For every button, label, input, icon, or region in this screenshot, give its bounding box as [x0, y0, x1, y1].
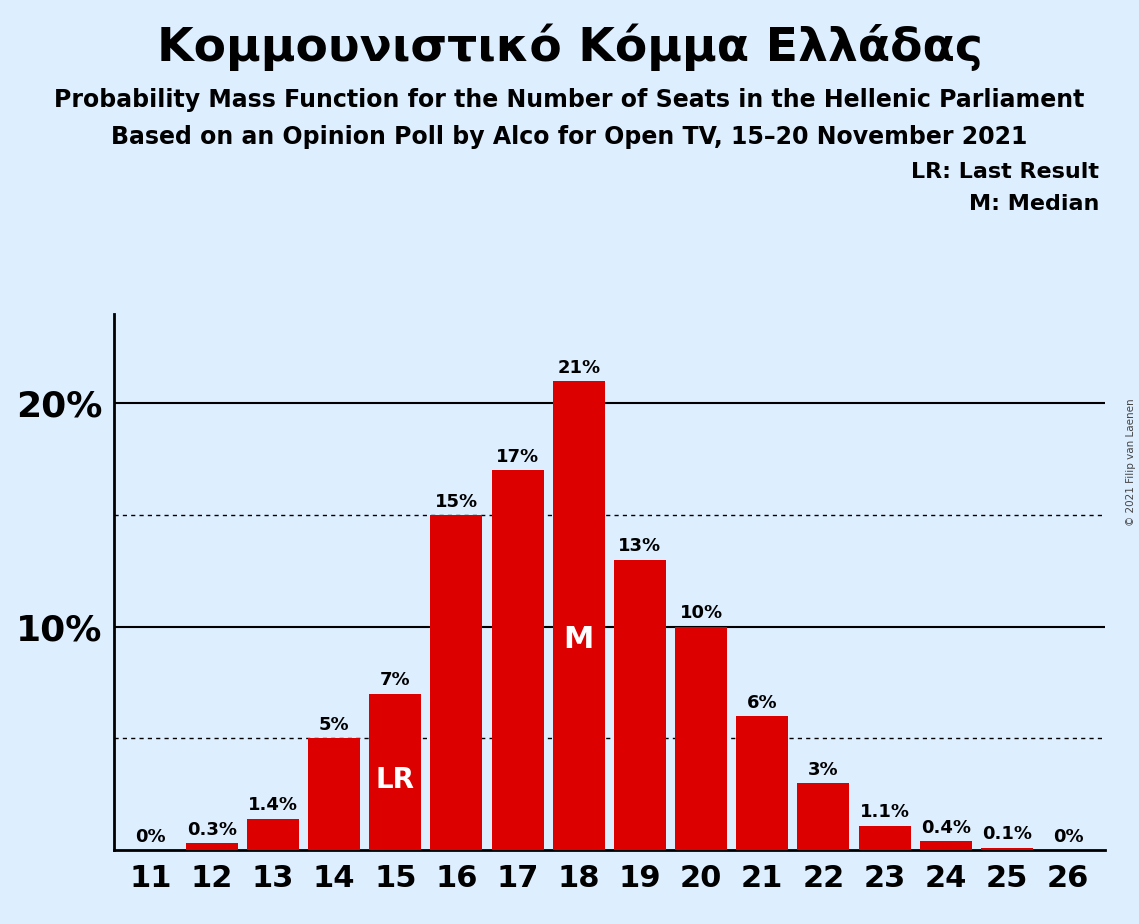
Text: 0.1%: 0.1% [982, 825, 1032, 844]
Bar [614, 560, 666, 850]
Bar [675, 626, 727, 850]
Bar [797, 784, 850, 850]
Text: 13%: 13% [618, 538, 662, 555]
Text: 6%: 6% [747, 694, 778, 711]
Bar [981, 848, 1033, 850]
Text: 15%: 15% [435, 492, 478, 511]
Bar [309, 738, 360, 850]
Text: 3%: 3% [809, 760, 838, 779]
Bar [736, 716, 788, 850]
Text: 21%: 21% [557, 359, 600, 377]
Text: Based on an Opinion Poll by Alco for Open TV, 15–20 November 2021: Based on an Opinion Poll by Alco for Ope… [112, 125, 1027, 149]
Bar [552, 382, 605, 850]
Bar [431, 516, 483, 850]
Text: Κομμουνιστικό Κόμμα Ελλάδας: Κομμουνιστικό Κόμμα Ελλάδας [156, 23, 983, 70]
Bar [859, 825, 910, 850]
Text: M: Median: M: Median [969, 194, 1099, 214]
Text: 0%: 0% [136, 828, 166, 845]
Text: M: M [564, 625, 593, 653]
Text: 5%: 5% [319, 716, 350, 734]
Text: 7%: 7% [380, 672, 410, 689]
Text: © 2021 Filip van Laenen: © 2021 Filip van Laenen [1126, 398, 1136, 526]
Text: LR: LR [376, 766, 415, 794]
Text: Probability Mass Function for the Number of Seats in the Hellenic Parliament: Probability Mass Function for the Number… [55, 88, 1084, 112]
Text: 17%: 17% [497, 448, 539, 466]
Text: 10%: 10% [680, 604, 722, 623]
Text: 1.4%: 1.4% [248, 796, 298, 814]
Text: 0%: 0% [1052, 828, 1083, 845]
Text: 0.4%: 0.4% [920, 819, 970, 837]
Text: LR: Last Result: LR: Last Result [911, 162, 1099, 182]
Bar [247, 819, 298, 850]
Bar [369, 694, 421, 850]
Bar [186, 844, 238, 850]
Bar [492, 470, 543, 850]
Text: 0.3%: 0.3% [187, 821, 237, 839]
Text: 1.1%: 1.1% [860, 803, 910, 821]
Bar [920, 841, 972, 850]
